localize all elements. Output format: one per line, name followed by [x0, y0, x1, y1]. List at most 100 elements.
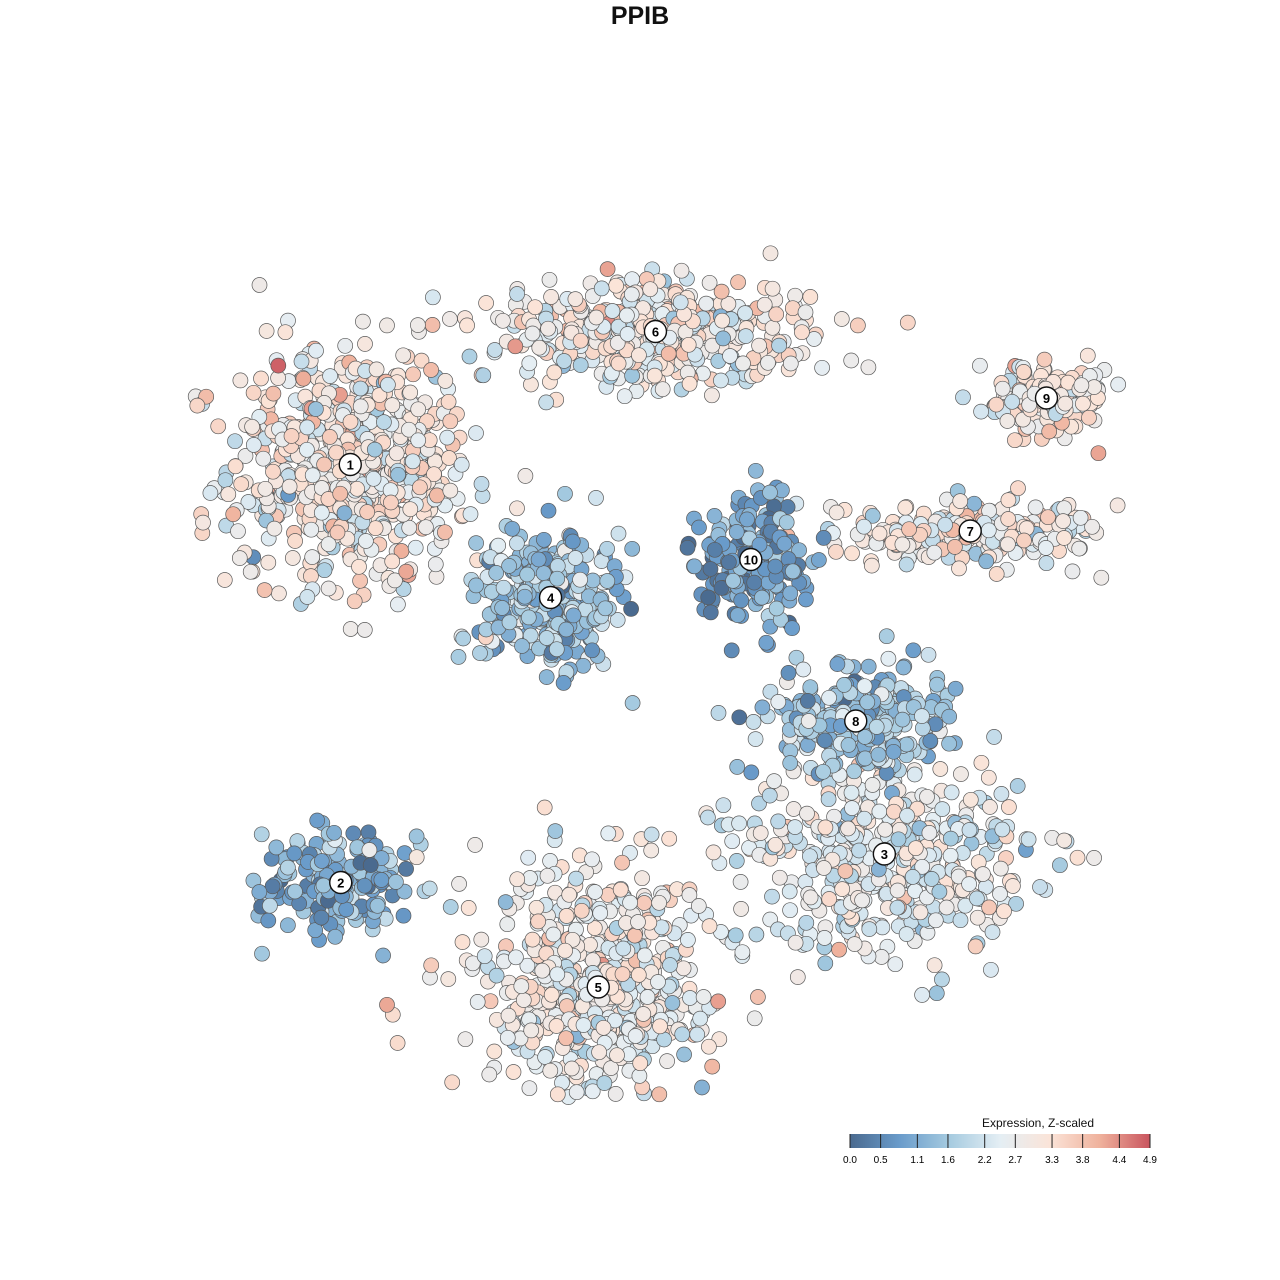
cell-point	[952, 493, 969, 509]
cell-point	[894, 711, 911, 728]
cell-point	[700, 809, 716, 826]
cell-point	[878, 628, 895, 645]
cell-point	[636, 947, 653, 964]
cell-point	[421, 880, 438, 897]
cell-point	[313, 909, 330, 926]
cell-point	[828, 504, 845, 521]
cell-point	[572, 571, 588, 588]
cell-point	[758, 634, 775, 651]
cell-point	[837, 863, 854, 879]
cell-point	[704, 1058, 721, 1075]
cell-point	[981, 899, 997, 916]
cell-point	[322, 429, 338, 445]
cell-point	[731, 709, 748, 726]
cell-point	[607, 1012, 623, 1029]
cell-point	[557, 942, 573, 959]
cell-point	[938, 899, 955, 916]
cell-point	[427, 556, 444, 573]
cell-point	[604, 303, 621, 319]
cell-point	[926, 544, 943, 561]
cell-point	[646, 367, 663, 384]
cell-point	[315, 877, 332, 894]
cell-point	[762, 245, 779, 262]
cell-point	[283, 428, 300, 444]
cell-point	[383, 494, 399, 511]
cell-point	[388, 874, 404, 890]
cell-point	[501, 614, 518, 631]
cell-point	[367, 520, 384, 537]
legend-tick-label: 0.0	[843, 1155, 857, 1166]
cell-point	[710, 993, 727, 1010]
cell-point	[1081, 409, 1097, 426]
cell-point	[1055, 513, 1071, 529]
cell-point	[624, 540, 641, 557]
cell-point	[897, 499, 914, 516]
cell-point	[762, 484, 778, 501]
cell-point	[920, 646, 937, 663]
cell-point	[612, 881, 629, 898]
cell-point	[731, 815, 747, 832]
cell-point	[260, 912, 277, 929]
cell-point	[885, 743, 902, 760]
cell-point	[947, 680, 964, 697]
cell-point	[565, 607, 582, 624]
cell-point	[575, 1017, 592, 1033]
cell-point	[504, 520, 521, 537]
cell-point	[413, 352, 430, 369]
cell-point	[369, 897, 386, 914]
cell-point	[635, 1006, 652, 1022]
cell-point	[737, 328, 754, 344]
cell-point	[442, 482, 459, 499]
cell-point	[281, 478, 298, 495]
cell-point	[798, 591, 814, 608]
cell-point	[624, 695, 641, 711]
cell-point	[846, 763, 862, 780]
cell-point	[1086, 850, 1102, 866]
cell-point	[982, 799, 998, 815]
cell-point	[499, 916, 516, 933]
cell-point	[591, 1044, 607, 1061]
cell-point	[555, 675, 572, 691]
cell-point	[1079, 347, 1096, 364]
cell-point	[299, 441, 315, 458]
cell-point	[624, 271, 640, 288]
cell-point	[517, 468, 534, 484]
cell-point	[600, 825, 617, 842]
cell-point	[500, 1007, 517, 1024]
cell-point	[609, 1047, 625, 1064]
cell-point	[937, 516, 953, 533]
cell-point	[833, 311, 850, 327]
cell-point	[789, 969, 806, 985]
cell-point	[557, 485, 573, 502]
cell-point	[488, 967, 505, 984]
cell-point	[497, 894, 514, 910]
cell-point	[770, 813, 787, 830]
cell-point	[962, 791, 979, 808]
cell-point	[816, 930, 833, 946]
cell-point	[262, 897, 278, 914]
cell-point	[816, 860, 832, 876]
cell-point	[854, 892, 870, 909]
cell-point	[454, 934, 471, 950]
cell-point	[593, 280, 610, 297]
cell-point	[468, 425, 484, 441]
cell-point	[572, 332, 589, 349]
cell-point	[914, 858, 931, 875]
cell-point	[251, 884, 268, 900]
cell-point	[952, 912, 969, 929]
cell-point	[1036, 351, 1053, 368]
cell-point	[863, 557, 880, 574]
cell-point	[859, 694, 876, 711]
cell-point	[587, 884, 603, 900]
cell-point	[972, 357, 988, 374]
cell-point	[599, 573, 616, 589]
cell-point	[811, 552, 827, 568]
cell-point	[978, 553, 995, 570]
cell-point	[850, 317, 866, 334]
cell-point	[1000, 536, 1016, 553]
cell-point	[610, 355, 627, 372]
cell-point	[840, 820, 856, 837]
cell-point	[322, 368, 338, 384]
cell-point	[227, 433, 243, 450]
cell-point	[584, 642, 600, 659]
